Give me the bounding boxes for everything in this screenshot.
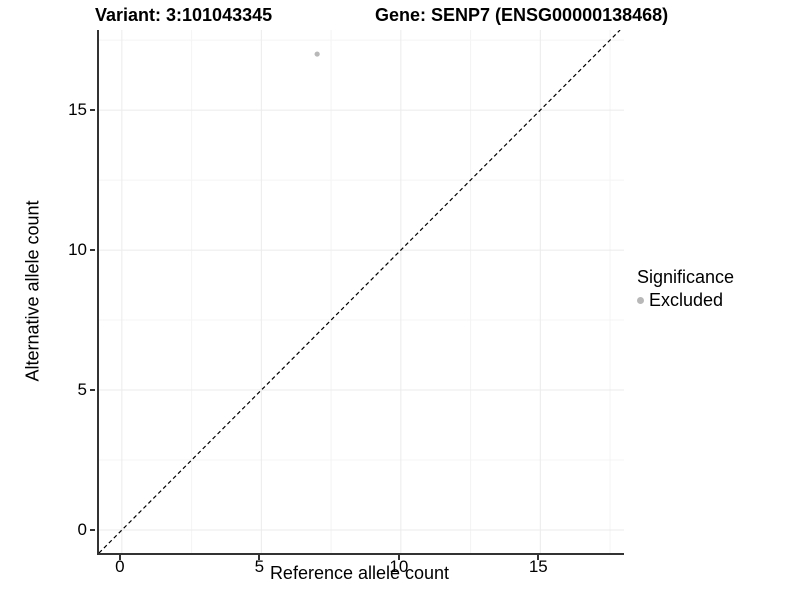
y-tick-mark <box>90 529 95 532</box>
plot-title-variant: Variant: 3:101043345 <box>95 5 273 25</box>
y-tick-mark <box>90 249 95 252</box>
y-tick-label: 0 <box>77 520 87 540</box>
data-point <box>314 51 320 57</box>
y-tick-mark <box>90 109 95 112</box>
y-tick-label: 5 <box>77 380 87 400</box>
x-axis-label: Reference allele count <box>269 563 450 583</box>
legend-item-excluded: Excluded <box>637 290 734 310</box>
x-tick-mark <box>258 555 261 560</box>
legend: Significance Excluded <box>637 266 734 310</box>
x-tick-mark <box>118 555 121 560</box>
plot-panel <box>97 30 624 555</box>
y-tick-label: 10 <box>68 240 87 260</box>
identity-reference-line <box>99 30 621 553</box>
plot-title-gene: Gene: SENP7 (ENSG00000138468) <box>375 5 669 25</box>
legend-key-point-icon <box>637 296 644 304</box>
x-tick-label: 10 <box>389 557 409 576</box>
x-tick-label: 15 <box>528 557 548 576</box>
x-tick-mark <box>397 555 400 560</box>
x-tick-label: 0 <box>115 557 125 576</box>
y-tick-mark <box>90 389 95 392</box>
y-tick-label: 15 <box>68 100 87 120</box>
legend-item-label: Excluded <box>649 290 724 310</box>
y-axis-label: Alternative allele count <box>22 200 43 382</box>
x-tick-label: 5 <box>254 557 265 576</box>
plot-canvas <box>99 30 624 553</box>
x-tick-mark <box>537 555 540 560</box>
legend-title: Significance <box>637 267 735 287</box>
